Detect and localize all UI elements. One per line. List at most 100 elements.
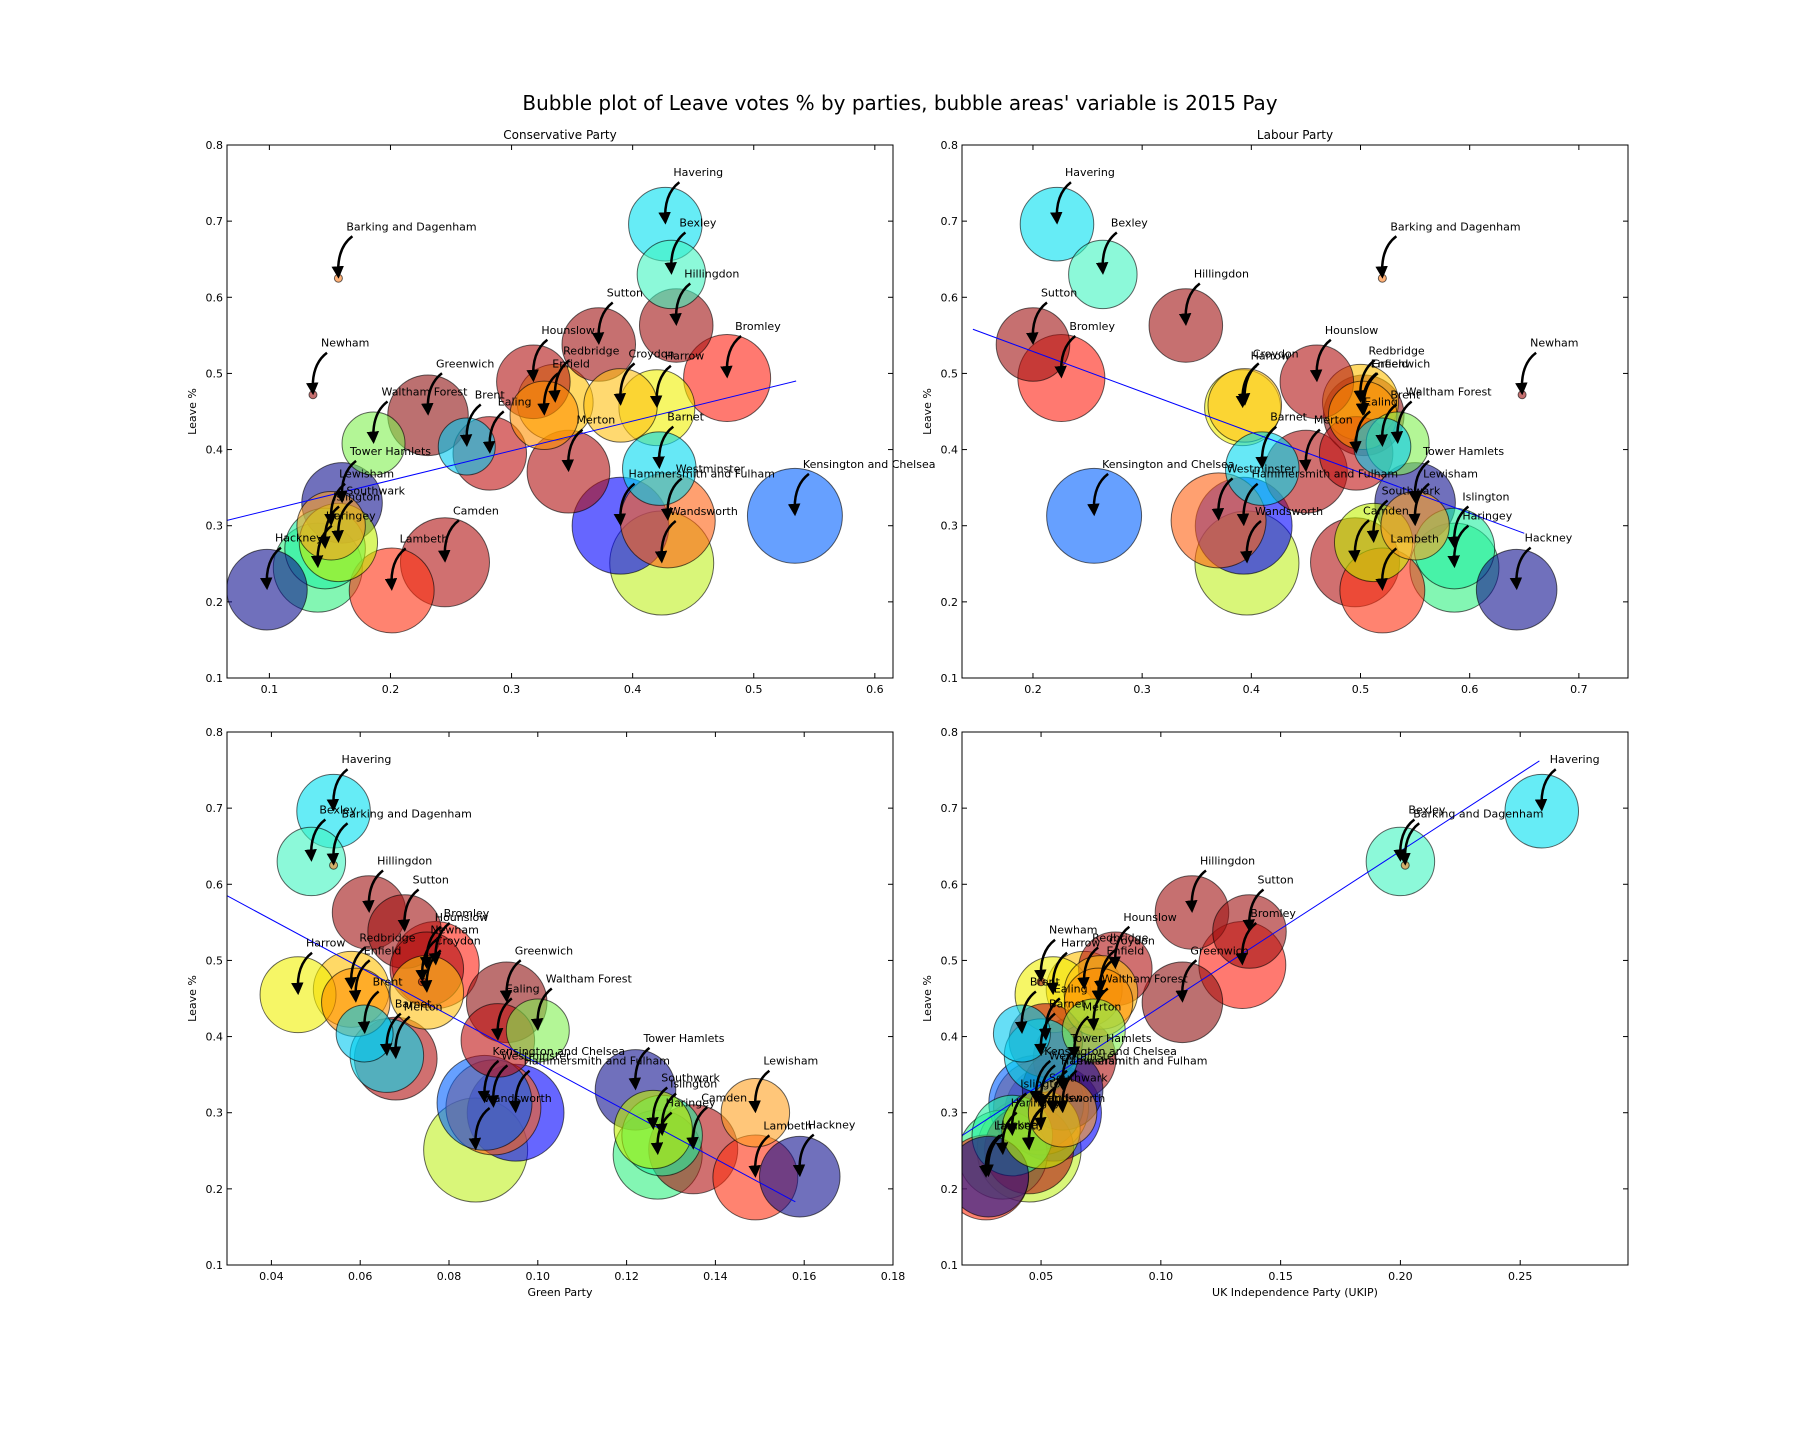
y-tick-label: 0.5 (206, 954, 224, 967)
annotation-arrow (1038, 997, 1061, 1041)
annotation-arrow (260, 546, 282, 591)
annotation-kensington-and-chelsea: Kensington and Chelsea (803, 458, 936, 471)
x-tick-label: 0.2 (1024, 683, 1042, 696)
x-tick-label: 0.10 (526, 1270, 551, 1283)
x-tick-label: 0.6 (1461, 683, 1479, 696)
plot-area (227, 773, 841, 1221)
annotation-arrow (1236, 482, 1259, 527)
annotation-arrow (613, 362, 636, 406)
x-tick-label: 0.04 (259, 1270, 284, 1283)
x-tick-label: 0.18 (881, 1270, 906, 1283)
subplot-1: Conservative Party 0.1 0.2 0.3 0.4 0.5 0.6 0.7 0… (186, 128, 935, 696)
annotation-sutton: Sutton (413, 873, 449, 886)
annotation-haringey: Haringey (1462, 510, 1512, 523)
annotation-arrow (1087, 472, 1109, 517)
annotation-arrow (379, 1012, 402, 1057)
bubble-kensington-and-chelsea (746, 467, 843, 564)
y-tick-label: 0.2 (206, 596, 224, 609)
x-tick-label: 0.16 (792, 1270, 817, 1283)
annotation-lewisham: Lewisham (339, 468, 394, 481)
y-axis-label: Leave % (921, 975, 934, 1022)
y-tick-label: 0.1 (941, 672, 959, 685)
annotation-arrow (650, 1111, 673, 1156)
annotation-ealing: Ealing (498, 395, 532, 408)
annotation-arrow (1175, 959, 1198, 1003)
x-tick-label: 0.15 (1268, 1270, 1293, 1283)
y-tick-label: 0.6 (941, 878, 959, 891)
y-tick-label: 0.7 (941, 802, 959, 815)
x-tick-label: 0.08 (437, 1270, 462, 1283)
annotation-arrow (291, 951, 313, 996)
annotation-arrow (1235, 364, 1258, 409)
annotation-arrow (1375, 547, 1398, 591)
annotation-redbridge: Redbridge (1369, 344, 1425, 357)
annotation-arrow (1356, 372, 1379, 416)
annotation-westminster: Westminster (501, 1049, 571, 1062)
annotation-kensington-and-chelsea: Kensington and Chelsea (493, 1045, 626, 1058)
annotation-greenwich: Greenwich (515, 944, 573, 957)
annotation-arrow (1034, 938, 1056, 983)
annotation-enfield: Enfield (1371, 357, 1409, 370)
annotation-arrow (1034, 1012, 1056, 1057)
annotation-lambeth: Lambeth (763, 1119, 812, 1132)
x-tick-label: 0.4 (624, 683, 642, 696)
annotation-arrow (438, 519, 460, 563)
x-tick-label: 0.2 (382, 683, 400, 696)
annotation-arrow (1086, 987, 1109, 1031)
annotation-barking-and-dagenham: Barking and Dagenham (1413, 807, 1543, 820)
y-tick-label: 0.8 (941, 726, 959, 739)
y-tick-label: 0.8 (941, 139, 959, 152)
annotation-enfield: Enfield (1107, 944, 1145, 957)
y-tick-label: 0.4 (941, 1031, 959, 1044)
annotation-havering: Havering (342, 753, 392, 766)
trend-line (227, 895, 796, 1203)
annotation-hillingdon: Hillingdon (1200, 854, 1255, 867)
annotation-sutton: Sutton (607, 286, 643, 299)
figure-title: Bubble plot of Leave votes % by parties,… (522, 91, 1277, 115)
annotation-arrow (468, 1107, 491, 1151)
annotation-merton: Merton (1314, 414, 1353, 427)
x-tick-label: 0.20 (1388, 1270, 1413, 1283)
bubble-hackney (1475, 548, 1558, 631)
annotation-kensington-and-chelsea: Kensington and Chelsea (1044, 1045, 1177, 1058)
annotation-arrow (686, 1106, 708, 1150)
x-tick-label: 0.5 (1352, 683, 1370, 696)
annotation-arrow (1050, 181, 1072, 225)
annotation-arrow (415, 938, 438, 983)
annotation-merton: Merton (576, 414, 615, 427)
annotation-wandsworth: Wandsworth (1255, 505, 1323, 518)
annotation-waltham-forest: Waltham Forest (382, 385, 469, 398)
annotation-arrow (1094, 949, 1116, 993)
annotation-waltham-forest: Waltham Forest (546, 972, 633, 985)
annotation-greenwich: Greenwich (436, 357, 494, 370)
y-tick-label: 0.2 (941, 596, 959, 609)
bubble-lewisham (720, 1077, 791, 1148)
y-tick-label: 0.3 (941, 520, 959, 533)
annotation-westminster: Westminster (1227, 462, 1297, 475)
annotation-waltham-forest: Waltham Forest (1406, 385, 1493, 398)
annotation-newham: Newham (430, 924, 478, 937)
annotation-newham: Newham (1049, 924, 1097, 937)
x-tick-label: 0.25 (1508, 1270, 1533, 1283)
annotation-arrow (537, 372, 560, 416)
annotation-harrow: Harrow (306, 937, 345, 950)
annotation-haringey: Haringey (326, 510, 376, 523)
x-axis-label: UK Independence Party (UKIP) (1212, 1286, 1378, 1299)
y-tick-label: 0.5 (941, 954, 959, 967)
annotation-havering: Havering (1550, 753, 1600, 766)
annotation-arrow (1211, 477, 1234, 521)
y-axis-label: Leave % (921, 388, 934, 435)
annotation-southwark: Southwark (1382, 484, 1441, 497)
annotation-arrow (1447, 505, 1470, 550)
annotation-harrow: Harrow (1061, 937, 1100, 950)
annotation-wandsworth: Wandsworth (484, 1092, 552, 1105)
bubble-hackney (227, 548, 308, 631)
annotation-redbridge: Redbridge (563, 344, 619, 357)
annotation-newham: Newham (1530, 337, 1578, 350)
y-tick-label: 0.3 (206, 520, 224, 533)
annotation-islington: Islington (333, 491, 380, 504)
annotation-westminster: Westminster (676, 462, 746, 475)
annotation-arrow (1240, 520, 1262, 564)
x-tick-label: 0.1 (261, 683, 279, 696)
